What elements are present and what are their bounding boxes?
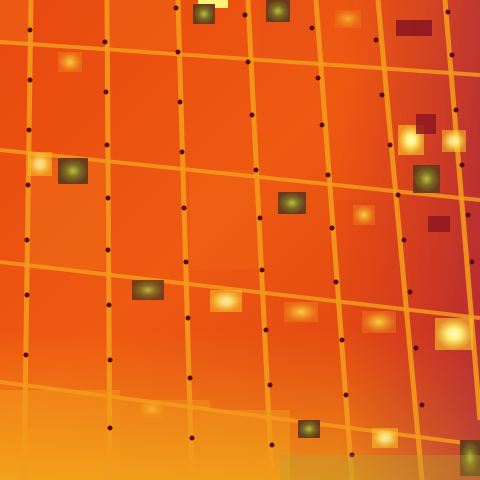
- bottom-band: [280, 455, 480, 480]
